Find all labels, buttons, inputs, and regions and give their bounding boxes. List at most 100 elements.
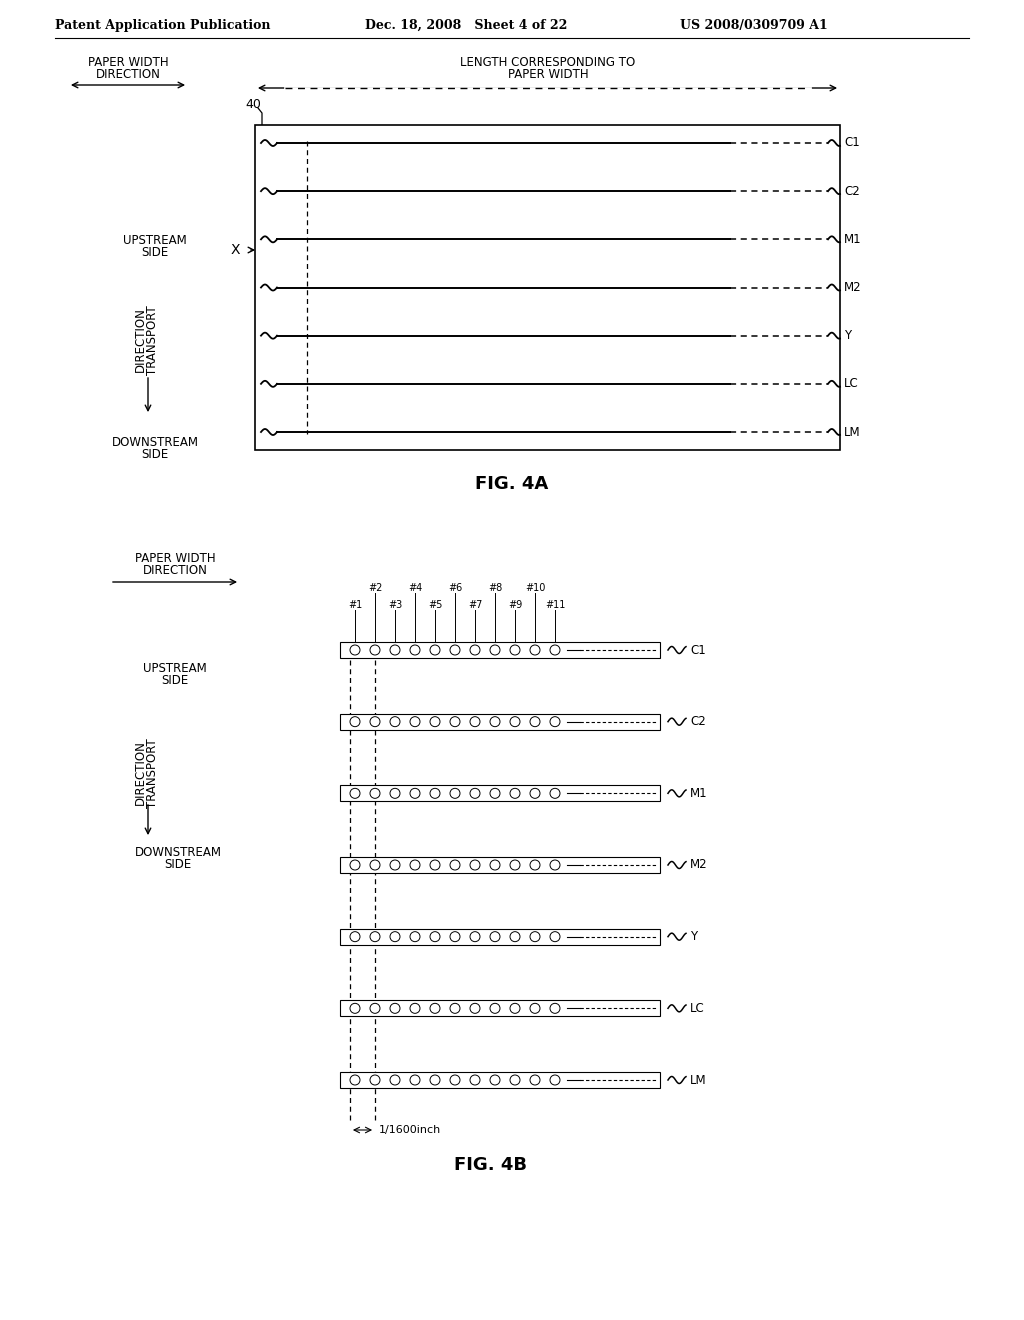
Circle shape (490, 717, 500, 727)
Text: TRANSPORT: TRANSPORT (145, 738, 159, 808)
Circle shape (430, 932, 440, 941)
Circle shape (550, 788, 560, 799)
Circle shape (530, 861, 540, 870)
Circle shape (390, 717, 400, 727)
Text: LC: LC (690, 1002, 705, 1015)
Circle shape (390, 861, 400, 870)
Circle shape (410, 645, 420, 655)
Text: #9: #9 (508, 601, 522, 610)
Circle shape (430, 788, 440, 799)
Text: M1: M1 (844, 232, 861, 246)
Circle shape (350, 932, 360, 941)
Circle shape (470, 717, 480, 727)
Circle shape (550, 932, 560, 941)
Circle shape (530, 645, 540, 655)
Circle shape (390, 932, 400, 941)
Circle shape (430, 717, 440, 727)
Text: M1: M1 (690, 787, 708, 800)
Text: SIDE: SIDE (165, 858, 191, 871)
Circle shape (470, 788, 480, 799)
Circle shape (350, 1003, 360, 1014)
Circle shape (550, 861, 560, 870)
Text: C2: C2 (690, 715, 706, 729)
Circle shape (510, 1074, 520, 1085)
Text: PAPER WIDTH: PAPER WIDTH (88, 55, 168, 69)
Text: DOWNSTREAM: DOWNSTREAM (112, 436, 199, 449)
Bar (340, 714, 660, 730)
Text: Patent Application Publication: Patent Application Publication (55, 18, 270, 32)
Circle shape (450, 1003, 460, 1014)
Text: LM: LM (690, 1073, 707, 1086)
Circle shape (510, 645, 520, 655)
Circle shape (430, 861, 440, 870)
Circle shape (470, 861, 480, 870)
Circle shape (510, 861, 520, 870)
Circle shape (550, 645, 560, 655)
Circle shape (510, 717, 520, 727)
Circle shape (410, 861, 420, 870)
Circle shape (370, 645, 380, 655)
Circle shape (550, 717, 560, 727)
Text: #4: #4 (408, 583, 422, 593)
Bar (340, 857, 660, 873)
Circle shape (430, 1003, 440, 1014)
Circle shape (550, 1003, 560, 1014)
Text: 40: 40 (245, 99, 261, 111)
Text: M2: M2 (844, 281, 861, 294)
Text: #8: #8 (487, 583, 502, 593)
Circle shape (370, 717, 380, 727)
Text: DIRECTION: DIRECTION (133, 308, 146, 372)
Text: C2: C2 (844, 185, 860, 198)
Circle shape (450, 717, 460, 727)
Text: FIG. 4B: FIG. 4B (454, 1156, 526, 1173)
Circle shape (490, 1074, 500, 1085)
Circle shape (350, 788, 360, 799)
Circle shape (470, 1074, 480, 1085)
Circle shape (490, 645, 500, 655)
Text: 1/1600inch: 1/1600inch (379, 1125, 441, 1135)
Text: UPSTREAM: UPSTREAM (123, 234, 186, 247)
Text: #10: #10 (525, 583, 545, 593)
Circle shape (350, 717, 360, 727)
Text: C1: C1 (844, 136, 860, 149)
Circle shape (530, 1003, 540, 1014)
Circle shape (430, 1074, 440, 1085)
Text: #5: #5 (428, 601, 442, 610)
Text: #2: #2 (368, 583, 382, 593)
Circle shape (530, 717, 540, 727)
Circle shape (470, 1003, 480, 1014)
Bar (340, 642, 660, 657)
Text: #11: #11 (545, 601, 565, 610)
Text: SIDE: SIDE (141, 246, 169, 259)
Circle shape (370, 1074, 380, 1085)
Text: #6: #6 (447, 583, 462, 593)
Text: C1: C1 (690, 644, 706, 656)
Circle shape (530, 788, 540, 799)
Bar (340, 785, 660, 801)
Circle shape (390, 1074, 400, 1085)
Circle shape (450, 861, 460, 870)
Text: #3: #3 (388, 601, 402, 610)
Circle shape (410, 1074, 420, 1085)
Text: LENGTH CORRESPONDING TO: LENGTH CORRESPONDING TO (461, 55, 636, 69)
Text: #7: #7 (468, 601, 482, 610)
Text: SIDE: SIDE (141, 447, 169, 461)
Circle shape (510, 932, 520, 941)
Circle shape (510, 788, 520, 799)
Circle shape (370, 932, 380, 941)
Bar (340, 1001, 660, 1016)
Circle shape (390, 1003, 400, 1014)
Text: PAPER WIDTH: PAPER WIDTH (508, 67, 589, 81)
Circle shape (350, 1074, 360, 1085)
Circle shape (410, 788, 420, 799)
Circle shape (490, 932, 500, 941)
Bar (255, 125, 840, 450)
Circle shape (450, 1074, 460, 1085)
Text: Dec. 18, 2008   Sheet 4 of 22: Dec. 18, 2008 Sheet 4 of 22 (365, 18, 567, 32)
Circle shape (490, 861, 500, 870)
Circle shape (370, 788, 380, 799)
Text: #1: #1 (348, 601, 362, 610)
Circle shape (370, 861, 380, 870)
Circle shape (450, 932, 460, 941)
Text: TRANSPORT: TRANSPORT (145, 305, 159, 375)
